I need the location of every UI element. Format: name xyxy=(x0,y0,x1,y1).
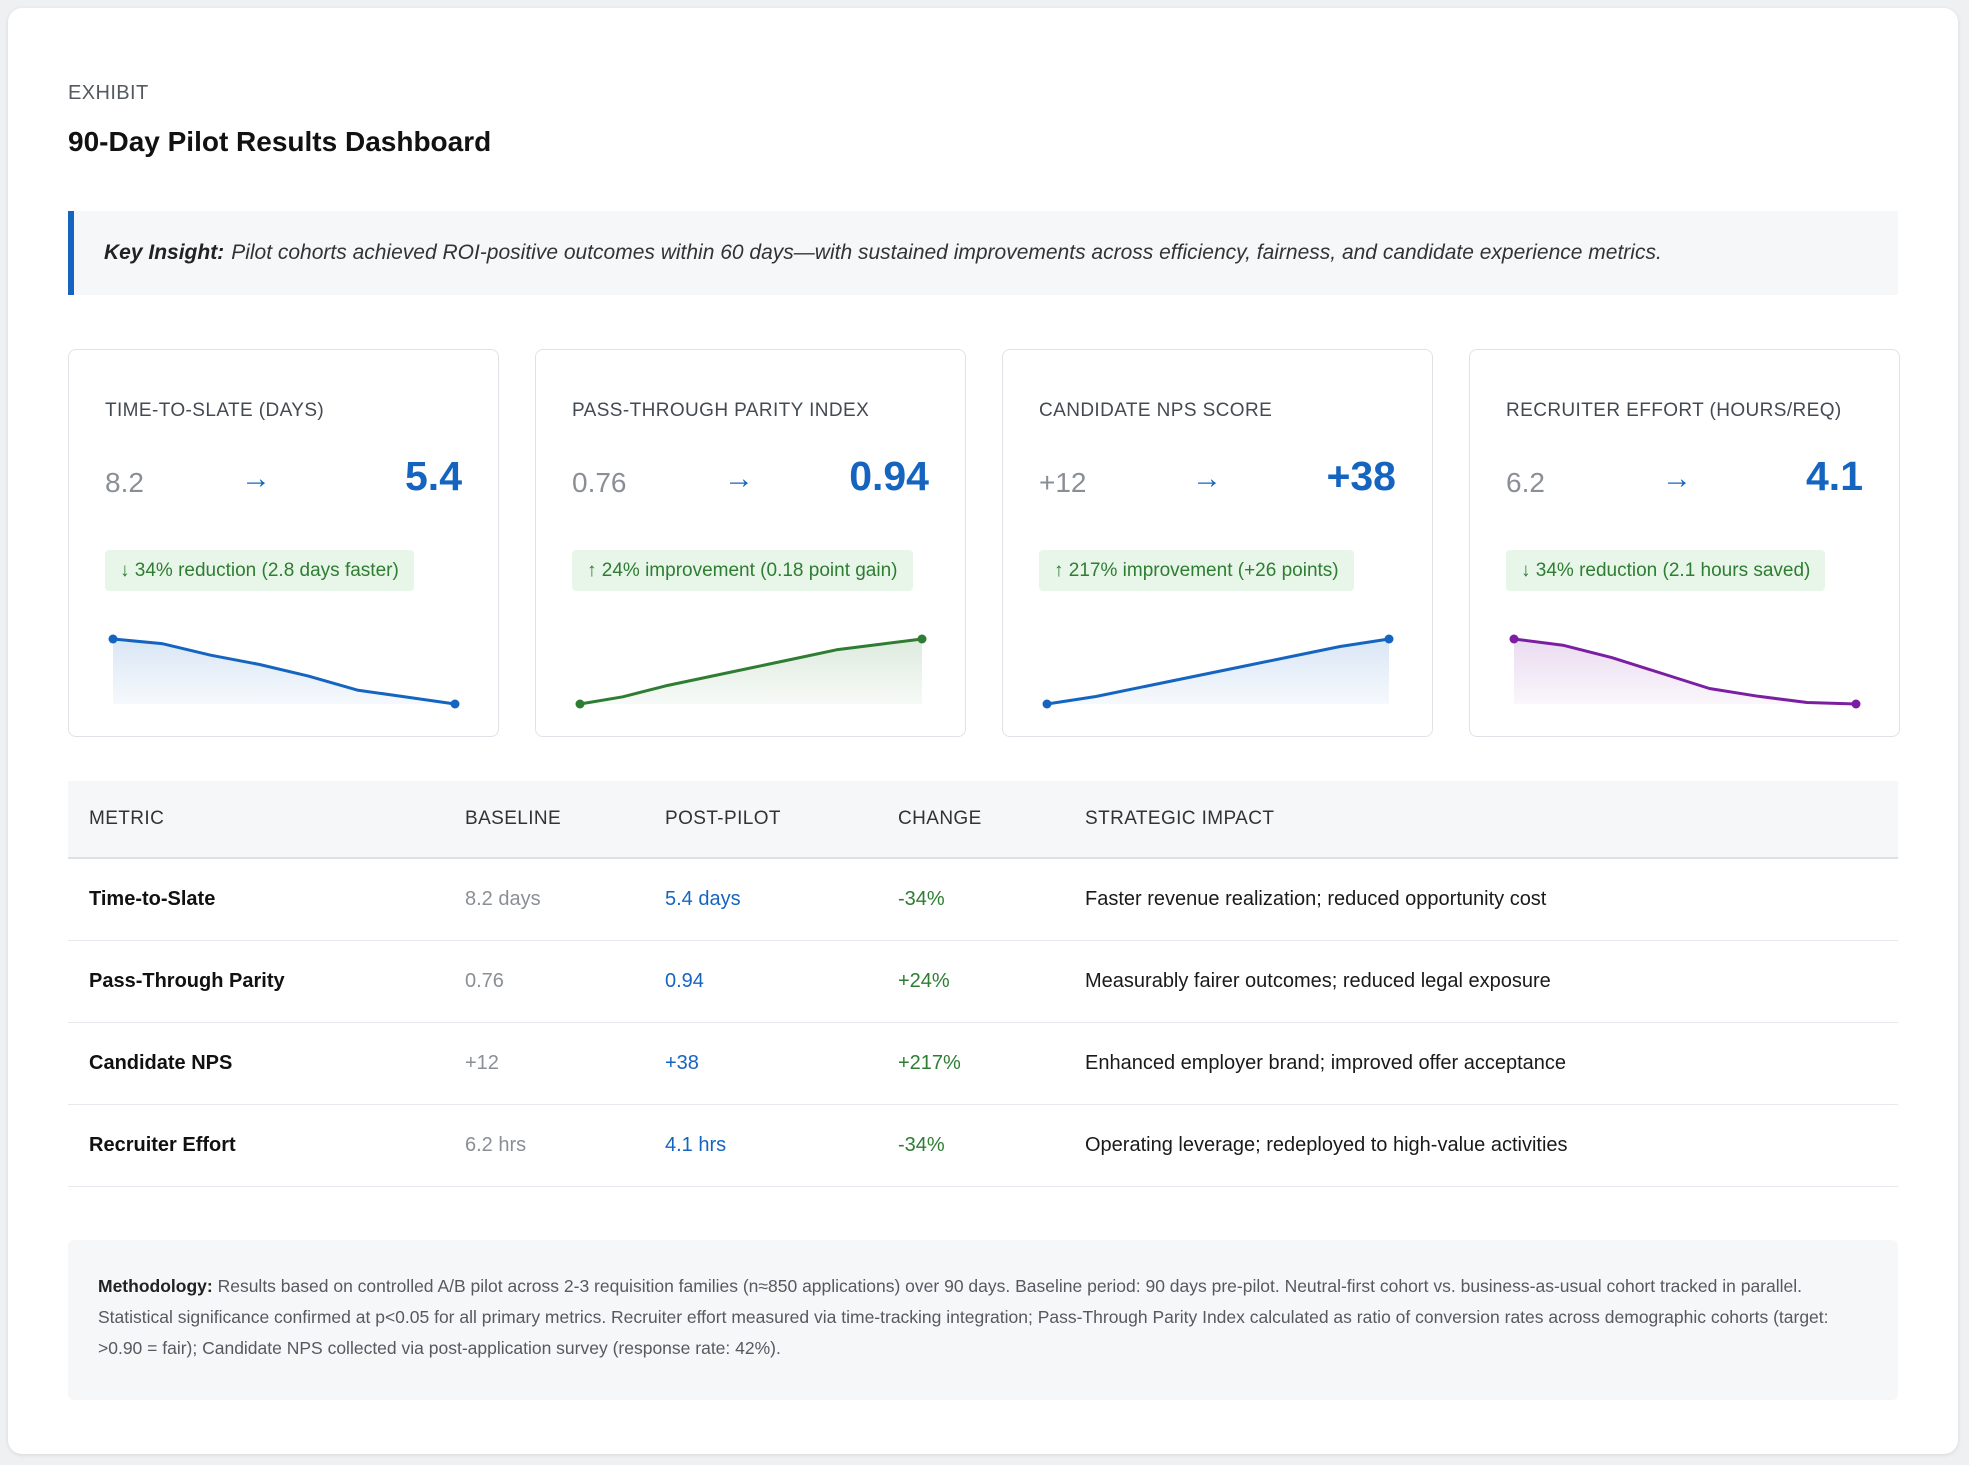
table-row: Pass-Through Parity 0.76 0.94 +24% Measu… xyxy=(68,941,1898,1023)
change-cell: +24% xyxy=(898,970,950,992)
sparkline-chart xyxy=(108,634,460,709)
sparkline-chart xyxy=(1509,634,1861,709)
sparkline-end-point xyxy=(1384,634,1394,644)
sparkline-end-point xyxy=(1851,699,1861,709)
sparkline-chart xyxy=(1042,634,1394,709)
kpi-label: TIME-TO-SLATE (DAYS) xyxy=(105,400,325,421)
exhibit-label: EXHIBIT xyxy=(68,82,149,104)
sparkline-start-point xyxy=(1042,699,1052,709)
arrow-right-icon: → xyxy=(1662,462,1692,495)
arrow-right-icon: → xyxy=(1192,462,1222,495)
post-pilot-cell: +38 xyxy=(665,1052,699,1074)
kpi-change-badge: ↓ 34% reduction (2.8 days faster) xyxy=(105,550,414,591)
sparkline-end-point xyxy=(917,634,927,644)
kpi-label: RECRUITER EFFORT (HOURS/REQ) xyxy=(1506,400,1842,421)
results-table: METRIC BASELINE POST-PILOT CHANGE STRATE… xyxy=(68,781,1898,1187)
kpi-label: CANDIDATE NPS SCORE xyxy=(1039,400,1273,421)
methodology-label: Methodology: xyxy=(98,1276,213,1296)
baseline-cell: 8.2 days xyxy=(465,888,541,910)
impact-cell: Measurably fairer outcomes; reduced lega… xyxy=(1085,970,1551,992)
kpi-baseline-value: 0.76 xyxy=(572,467,627,498)
impact-cell: Enhanced employer brand; improved offer … xyxy=(1085,1052,1567,1074)
change-cell: +217% xyxy=(898,1052,961,1074)
arrow-right-icon: → xyxy=(724,462,754,495)
column-header-change: CHANGE xyxy=(898,808,982,829)
post-pilot-cell: 4.1 hrs xyxy=(665,1134,727,1156)
sparkline-line xyxy=(579,637,923,706)
kpi-card-time-to-slate: TIME-TO-SLATE (DAYS) 8.2 → 5.4 ↓ 34% red… xyxy=(68,349,499,737)
sparkline-start-point xyxy=(108,634,118,644)
metric-cell: Candidate NPS xyxy=(89,1052,233,1074)
key-insight-callout: Key Insight: Pilot cohorts achieved ROI-… xyxy=(68,211,1898,295)
post-pilot-cell: 5.4 days xyxy=(665,888,741,910)
baseline-cell: 0.76 xyxy=(465,970,504,992)
kpi-card-parity-index: PASS-THROUGH PARITY INDEX 0.76 → 0.94 ↑ … xyxy=(535,349,966,737)
key-insight-label: Key Insight: xyxy=(104,241,225,264)
column-header-baseline: BASELINE xyxy=(465,808,562,829)
column-header-metric: METRIC xyxy=(89,808,165,829)
post-pilot-cell: 0.94 xyxy=(665,970,704,992)
arrow-right-icon: → xyxy=(241,462,271,495)
kpi-baseline-value: 6.2 xyxy=(1506,467,1545,498)
kpi-change-badge: ↑ 24% improvement (0.18 point gain) xyxy=(572,550,913,591)
sparkline-chart xyxy=(575,634,927,709)
impact-cell: Faster revenue realization; reduced oppo… xyxy=(1085,888,1547,910)
change-cell: -34% xyxy=(898,1134,945,1156)
sparkline-end-point xyxy=(450,699,460,709)
kpi-change-badge: ↑ 217% improvement (+26 points) xyxy=(1039,550,1354,591)
kpi-baseline-value: +12 xyxy=(1039,467,1087,498)
page-title: 90-Day Pilot Results Dashboard xyxy=(68,126,492,157)
sparkline-line xyxy=(1513,637,1857,706)
kpi-post-pilot-value: +38 xyxy=(1326,453,1396,499)
kpi-post-pilot-value: 0.94 xyxy=(849,453,929,499)
metric-cell: Pass-Through Parity xyxy=(89,970,285,992)
sparkline-start-point xyxy=(575,699,585,709)
metric-cell: Recruiter Effort xyxy=(89,1134,236,1156)
column-header-post-pilot: POST-PILOT xyxy=(665,808,781,829)
column-header-strategic-impact: STRATEGIC IMPACT xyxy=(1085,808,1275,829)
metric-cell: Time-to-Slate xyxy=(89,888,216,910)
change-cell: -34% xyxy=(898,888,945,910)
impact-cell: Operating leverage; redeployed to high-v… xyxy=(1085,1134,1568,1156)
kpi-card-candidate-nps: CANDIDATE NPS SCORE +12 → +38 ↑ 217% imp… xyxy=(1002,349,1433,737)
sparkline-line xyxy=(1046,637,1390,706)
sparkline-area xyxy=(580,639,922,704)
table-row: Time-to-Slate 8.2 days 5.4 days -34% Fas… xyxy=(68,859,1898,941)
kpi-label: PASS-THROUGH PARITY INDEX xyxy=(572,400,870,421)
kpi-card-recruiter-effort: RECRUITER EFFORT (HOURS/REQ) 6.2 → 4.1 ↓… xyxy=(1469,349,1900,737)
kpi-post-pilot-value: 5.4 xyxy=(405,453,462,499)
key-insight-text: Pilot cohorts achieved ROI-positive outc… xyxy=(231,241,1662,264)
sparkline-area xyxy=(1514,639,1856,704)
sparkline-line xyxy=(112,637,456,706)
dashboard-panel: EXHIBIT 90-Day Pilot Results Dashboard K… xyxy=(8,8,1958,1454)
kpi-post-pilot-value: 4.1 xyxy=(1806,453,1863,499)
kpi-change-badge: ↓ 34% reduction (2.1 hours saved) xyxy=(1506,550,1826,591)
kpi-baseline-value: 8.2 xyxy=(105,467,144,498)
table-row: Recruiter Effort 6.2 hrs 4.1 hrs -34% Op… xyxy=(68,1105,1898,1187)
baseline-cell: 6.2 hrs xyxy=(465,1134,527,1156)
table-row: Candidate NPS +12 +38 +217% Enhanced emp… xyxy=(68,1023,1898,1105)
sparkline-start-point xyxy=(1509,634,1519,644)
table-header-row: METRIC BASELINE POST-PILOT CHANGE STRATE… xyxy=(68,781,1898,859)
baseline-cell: +12 xyxy=(465,1052,499,1074)
methodology-text: Results based on controlled A/B pilot ac… xyxy=(98,1276,1829,1358)
methodology-note: Methodology: Results based on controlled… xyxy=(68,1240,1898,1400)
